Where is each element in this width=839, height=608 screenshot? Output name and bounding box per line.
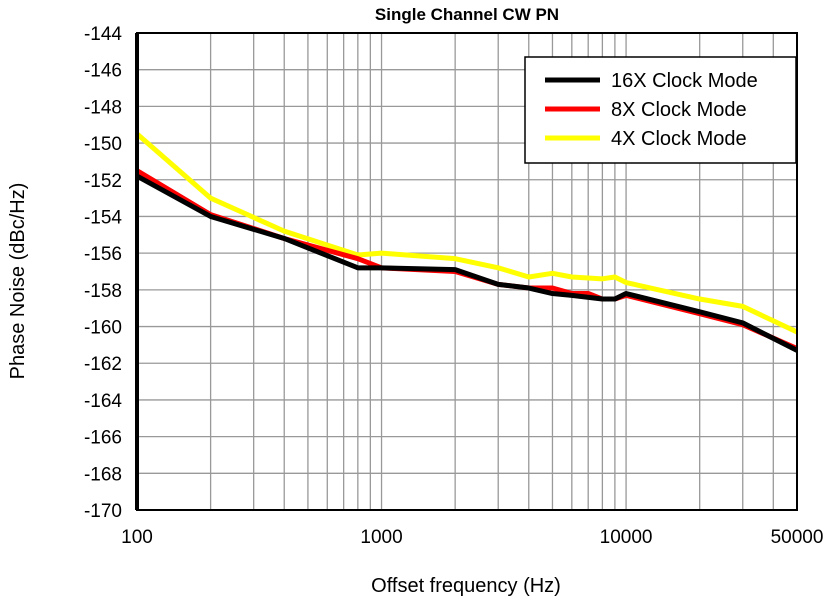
x-tick-label: 100 <box>121 527 153 548</box>
y-tick-label: -144 <box>84 24 122 45</box>
x-tick-label: 10000 <box>600 527 653 548</box>
y-tick-label: -152 <box>84 171 122 192</box>
y-tick-label: -160 <box>84 318 122 339</box>
series-line-4x-clock-mode <box>135 132 799 335</box>
y-tick-label: -154 <box>84 207 122 228</box>
y-tick-label: -166 <box>84 428 122 449</box>
y-tick-label: -164 <box>84 391 122 412</box>
x-tick-label: 50000 <box>771 527 824 548</box>
y-axis-label: Phase Noise (dBc/Hz) <box>7 183 29 380</box>
x-axis-label: Offset frequency (Hz) <box>371 575 561 597</box>
series-line-16x-clock-mode <box>135 173 799 353</box>
chart-title: Single Channel CW PN <box>375 5 559 24</box>
legend-label: 16X Clock Mode <box>611 70 758 92</box>
legend: 16X Clock Mode 8X Clock Mode 4X Clock Mode <box>524 56 797 164</box>
legend-label: 8X Clock Mode <box>611 99 747 121</box>
legend-label: 4X Clock Mode <box>611 128 747 150</box>
y-tick-label: -158 <box>84 281 122 302</box>
y-tick-label: -146 <box>84 61 122 82</box>
series-lines <box>135 132 799 353</box>
y-tick-label: -156 <box>84 244 122 265</box>
y-tick-labels: -144 -146 -148 -150 -152 -154 -156 -158 -160 -162… <box>84 24 122 522</box>
y-tick-label: -148 <box>84 97 122 118</box>
y-tick-label: -168 <box>84 464 122 485</box>
x-tick-label: 1000 <box>360 527 402 548</box>
y-tick-label: -170 <box>84 501 122 522</box>
y-tick-label: -150 <box>84 134 122 155</box>
y-tick-label: -162 <box>84 354 122 375</box>
x-tick-labels: 100 1000 10000 50000 <box>121 527 823 548</box>
